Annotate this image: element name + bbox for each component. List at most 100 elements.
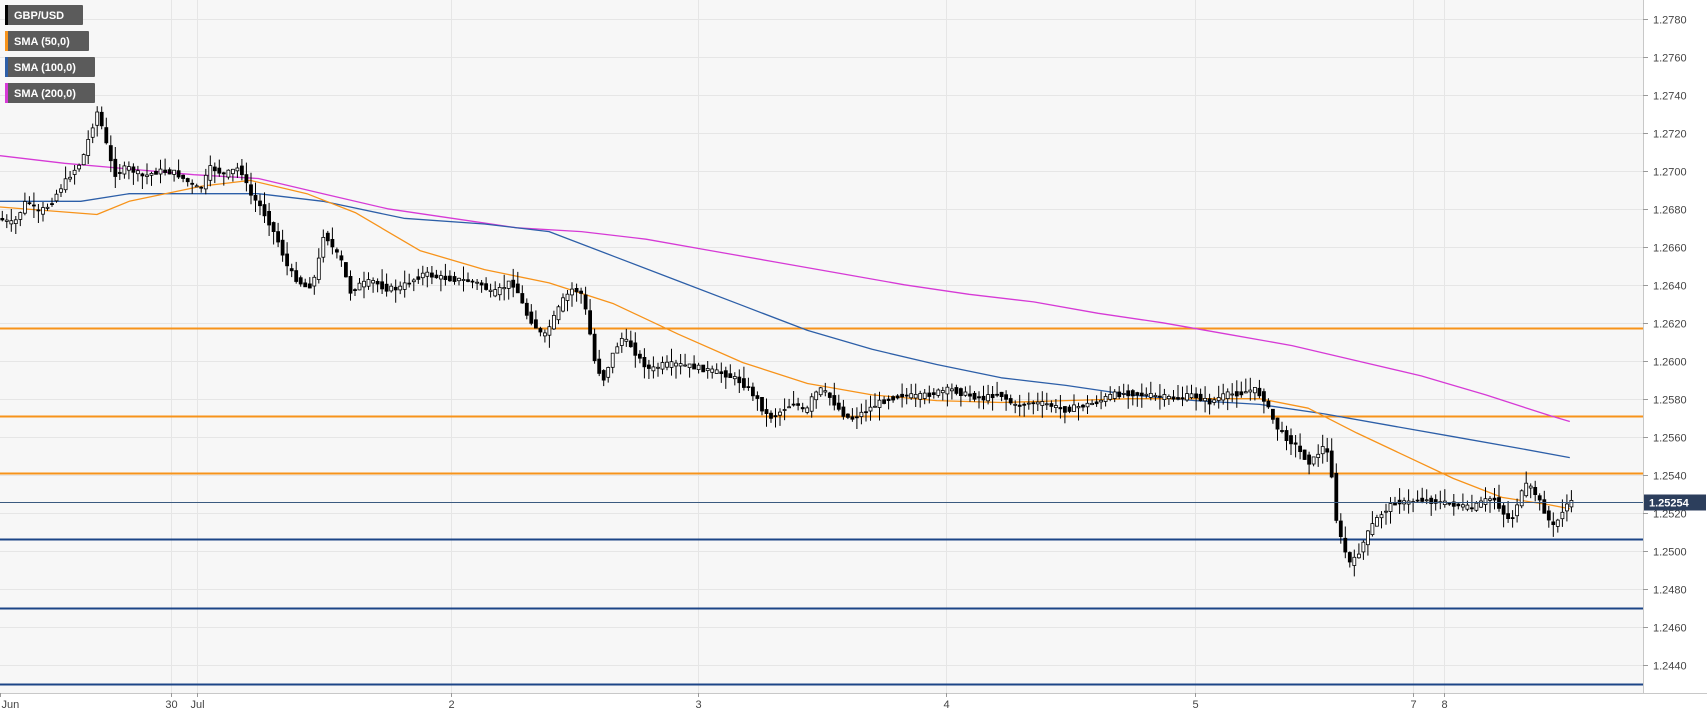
candle-down: [1456, 503, 1461, 507]
candle-down: [407, 282, 412, 285]
candle-up: [1424, 499, 1429, 502]
candle-up: [660, 362, 665, 370]
candle-up: [158, 168, 163, 175]
candle-up: [1189, 393, 1194, 398]
candle-up: [398, 285, 403, 291]
candle-down: [190, 182, 195, 185]
candle-down: [1180, 397, 1185, 400]
candle-up: [497, 286, 502, 296]
candle-down: [393, 286, 398, 291]
y-tick-label: 1.2480: [1653, 585, 1687, 597]
candle-down: [466, 279, 470, 282]
candle-up: [696, 364, 701, 371]
candle-down: [895, 395, 900, 399]
candle-down: [1347, 552, 1352, 563]
candle-up: [1167, 395, 1171, 400]
candle-up: [488, 289, 493, 292]
legend-item[interactable]: SMA (50,0): [5, 31, 89, 51]
candle-down: [972, 392, 977, 400]
candle-down: [1546, 510, 1551, 521]
candle-down: [742, 378, 746, 388]
candle-up: [687, 363, 692, 368]
y-tick-label: 1.2600: [1653, 357, 1687, 369]
candle-down: [927, 392, 932, 397]
sma-50-line: [0, 179, 1570, 510]
candle-down: [1325, 448, 1330, 453]
candle-up: [95, 111, 100, 126]
candle-up: [805, 407, 810, 413]
candle-down: [303, 282, 308, 288]
candle-down: [1031, 402, 1036, 405]
candle-down: [334, 249, 339, 253]
candle-up: [235, 167, 240, 172]
candle-down: [954, 387, 959, 394]
candle-up: [859, 411, 864, 417]
candle-down: [1307, 454, 1311, 465]
candle-up: [1569, 499, 1574, 508]
candle-up: [45, 206, 50, 209]
candle-up: [1316, 453, 1321, 458]
candle-down: [384, 283, 389, 292]
candle-up: [22, 201, 27, 214]
candle-down: [140, 173, 145, 177]
sma-100-line: [0, 193, 1570, 459]
candle-down: [185, 178, 190, 183]
candle-up: [873, 405, 877, 408]
y-tick-label: 1.2440: [1653, 661, 1687, 673]
candle-up: [226, 169, 231, 178]
candle-up: [547, 326, 552, 336]
candle-up: [149, 172, 154, 176]
candle-up: [86, 138, 91, 156]
candle-down: [253, 194, 258, 201]
candle-up: [493, 289, 498, 297]
y-axis: 1.2780 1.2760 1.2740 1.2720 1.2700 1.2680 1.26…: [1643, 15, 1687, 673]
candle-up: [425, 271, 430, 277]
candle-up: [619, 337, 624, 346]
legend-item[interactable]: SMA (200,0): [5, 83, 95, 103]
candle-down: [723, 370, 728, 378]
candle-up: [1153, 394, 1158, 397]
candle-up: [1519, 490, 1524, 507]
candle-up: [1524, 482, 1529, 497]
y-tick-label: 1.2740: [1653, 91, 1687, 103]
candle-up: [1320, 446, 1325, 455]
candle-up: [1253, 386, 1257, 394]
candle-down: [520, 293, 525, 304]
candle-down: [1447, 502, 1452, 505]
candle-up: [172, 169, 177, 175]
candle-down: [1298, 445, 1302, 453]
plot-area: [0, 0, 1643, 693]
candle-down: [1262, 391, 1266, 402]
candle-up: [506, 280, 511, 289]
candle-down: [719, 371, 724, 374]
candle-down: [167, 169, 172, 175]
candle-up: [610, 352, 615, 368]
candle-down: [574, 287, 579, 293]
candle-down: [990, 393, 995, 399]
candle-down: [267, 210, 272, 226]
grid-lines: [0, 0, 1643, 693]
candle-down: [1022, 403, 1027, 406]
candle-up: [986, 394, 990, 402]
legend-item[interactable]: GBP/USD: [5, 5, 83, 25]
candle-up: [656, 366, 660, 369]
candle-down: [511, 279, 516, 288]
y-tick-label: 1.2540: [1653, 471, 1687, 483]
candle-down: [416, 276, 421, 280]
legend-item[interactable]: SMA (100,0): [5, 57, 95, 77]
candle-down: [1338, 520, 1343, 538]
candle-down: [470, 280, 475, 283]
candle-up: [913, 393, 918, 399]
candle-down: [796, 403, 800, 406]
candle-up: [77, 164, 81, 170]
candle-down: [117, 172, 122, 174]
candle-down: [1302, 449, 1307, 460]
candle-up: [624, 338, 629, 342]
candle-up: [1108, 393, 1113, 400]
candle-down: [1533, 486, 1538, 495]
candle-down: [597, 358, 602, 374]
candle-down: [1393, 502, 1397, 506]
candle-up: [963, 391, 968, 396]
candle-down: [1004, 394, 1008, 400]
